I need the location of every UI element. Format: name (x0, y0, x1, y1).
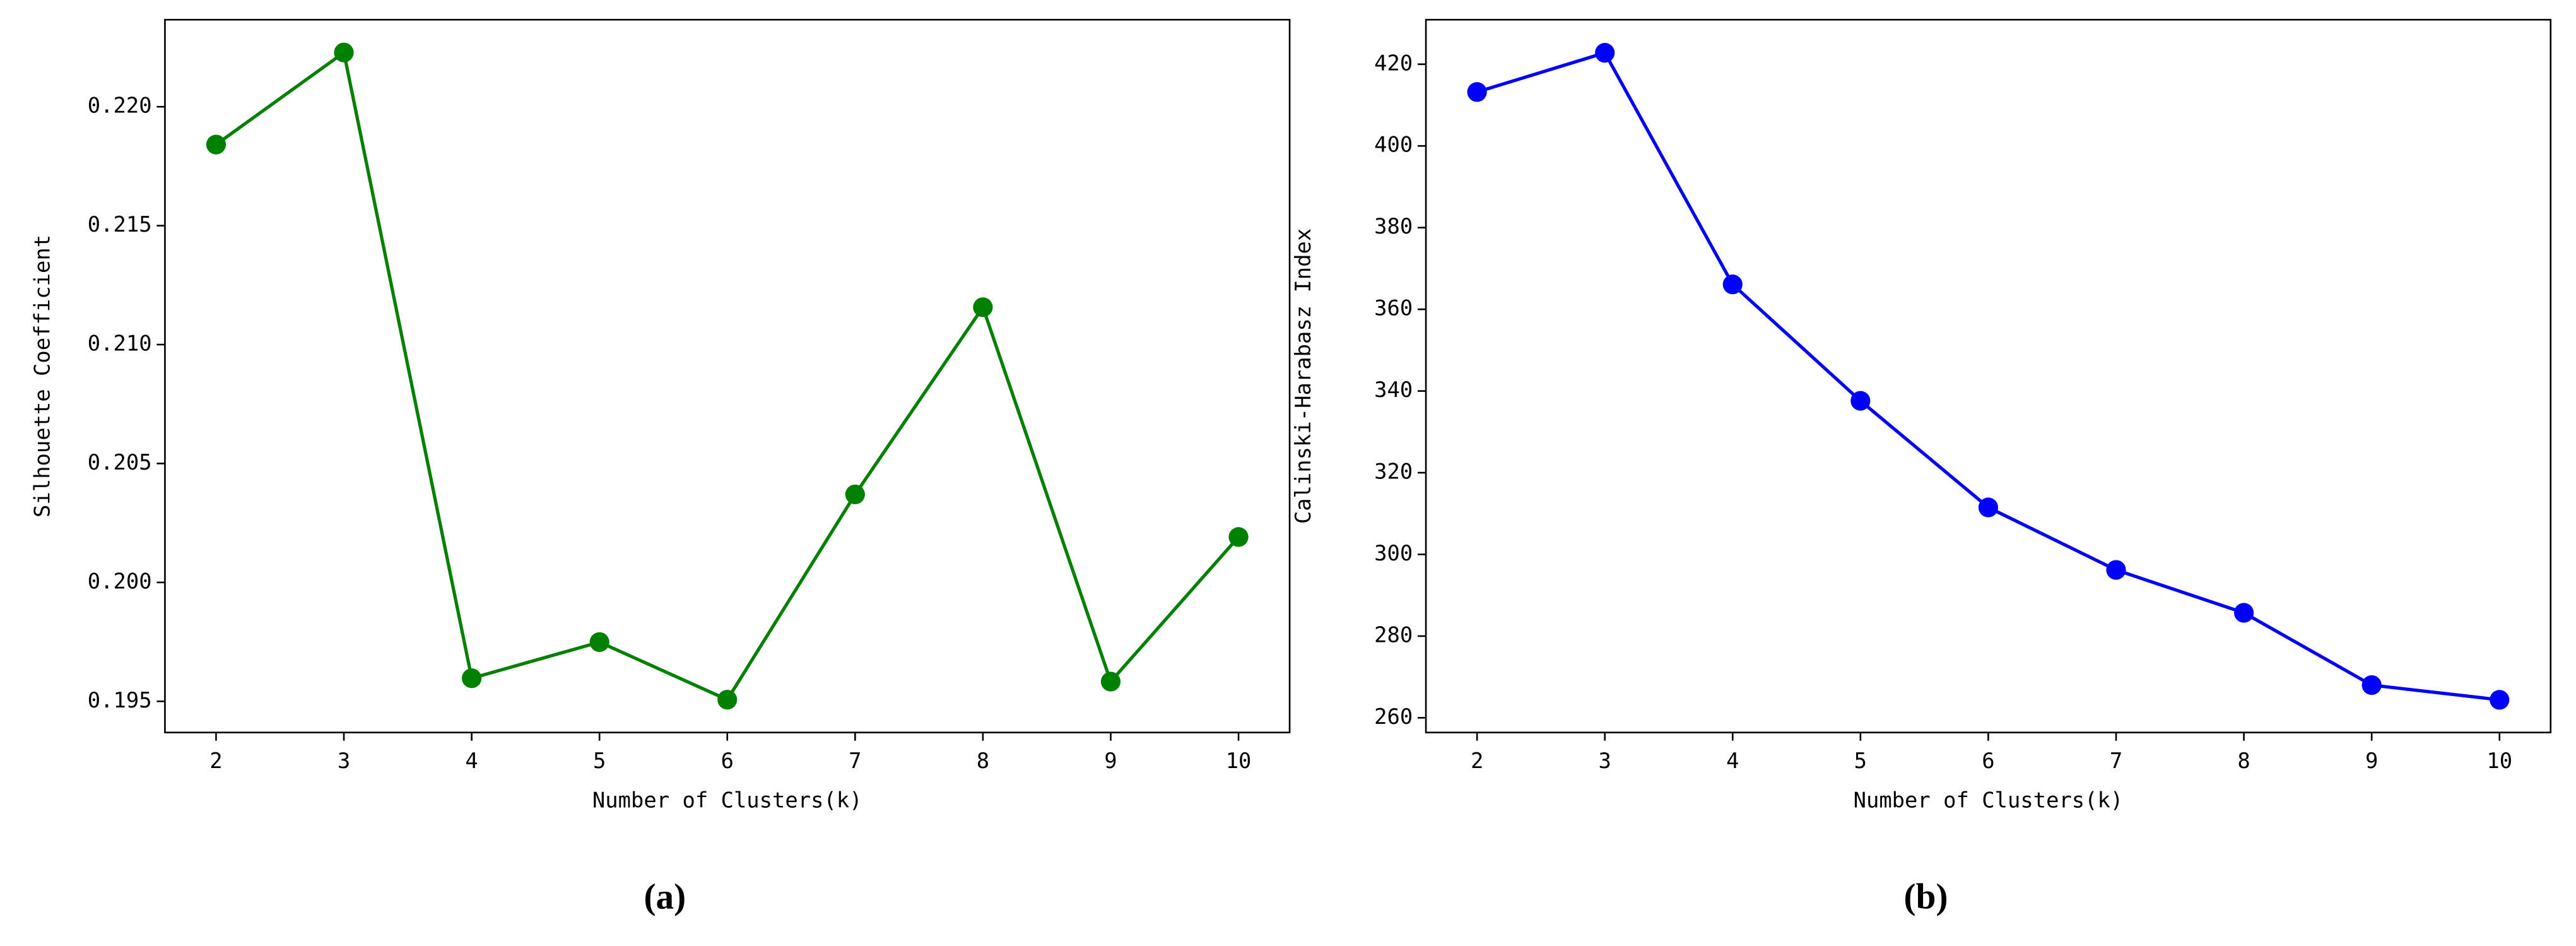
y-tick-label: 0.215 (88, 212, 152, 237)
plot-frame (164, 18, 1291, 733)
y-tick-label: 0.205 (88, 450, 152, 475)
x-tick-label: 9 (2365, 748, 2378, 773)
chart-panel: 2 3 4 5 6 7 8 9 10 260 280 300 320 340 360 380 400 420 Num… (1291, 18, 2552, 916)
y-tick-label: 0.200 (88, 569, 152, 593)
x-tick-label: 10 (2486, 748, 2512, 773)
data-point (1722, 275, 1743, 295)
x-tick-label: 5 (593, 748, 606, 773)
x-tick-label: 7 (2110, 748, 2122, 773)
x-tick-label: 3 (1599, 748, 1611, 773)
x-tick-label: 4 (1726, 748, 1739, 773)
data-point (1850, 391, 1871, 411)
x-tick-label: 2 (1471, 748, 1483, 773)
y-axis-label: Silhouette Coefficient (30, 235, 54, 517)
x-tick-label: 6 (721, 748, 734, 773)
data-point (1595, 43, 1615, 63)
y-axis-label: Calinski-Harabasz Index (1291, 228, 1315, 524)
x-tick-label: 4 (465, 748, 478, 773)
data-point (717, 690, 738, 710)
y-tick-label: 0.220 (88, 93, 152, 118)
data-point (2233, 603, 2254, 623)
data-point (1228, 527, 1249, 547)
x-axis-label: Number of Clusters(k) (592, 788, 862, 812)
x-tick-label: 8 (2237, 748, 2250, 773)
y-tick-label: 360 (1374, 296, 1413, 321)
data-point (334, 42, 354, 62)
y-tick-label: 380 (1374, 214, 1413, 239)
data-point (973, 297, 993, 317)
plot-frame (1425, 18, 2552, 733)
data-point (1100, 671, 1121, 692)
data-point (1978, 497, 1999, 517)
data-line (215, 49, 1240, 702)
data-point (2490, 690, 2510, 710)
caption: (b) (1904, 877, 1948, 916)
data-point (589, 632, 609, 653)
data-point (2106, 560, 2126, 580)
y-tick-label: 400 (1374, 133, 1413, 157)
data-point (845, 484, 865, 505)
x-tick-label: 10 (1226, 748, 1252, 773)
data-point (1467, 82, 1487, 102)
x-tick-label: 8 (977, 748, 989, 773)
x-tick-label: 6 (1982, 748, 1994, 773)
x-tick-label: 7 (849, 748, 861, 773)
y-tick-label: 420 (1374, 50, 1413, 75)
chart-panel: 2 3 4 5 6 7 8 9 10 0.195 0.200 0.205 0.210 0.215 0.220… (30, 18, 1291, 916)
y-tick-label: 280 (1374, 622, 1413, 647)
y-tick-label: 0.210 (88, 331, 152, 356)
y-tick-label: 320 (1374, 459, 1413, 484)
data-point (2361, 675, 2382, 695)
y-tick-label: 0.195 (88, 688, 152, 712)
data-line (1476, 50, 2500, 702)
y-tick-label: 260 (1374, 704, 1413, 729)
y-tick-label: 300 (1374, 541, 1413, 565)
x-tick-label: 2 (209, 748, 222, 773)
x-tick-label: 3 (338, 748, 350, 773)
y-tick-label: 340 (1374, 377, 1413, 402)
caption: (a) (644, 877, 686, 916)
x-tick-label: 5 (1854, 748, 1867, 773)
data-point (206, 134, 226, 155)
x-tick-label: 9 (1104, 748, 1117, 773)
x-axis-label: Number of Clusters(k) (1854, 788, 2124, 812)
data-point (462, 668, 482, 689)
